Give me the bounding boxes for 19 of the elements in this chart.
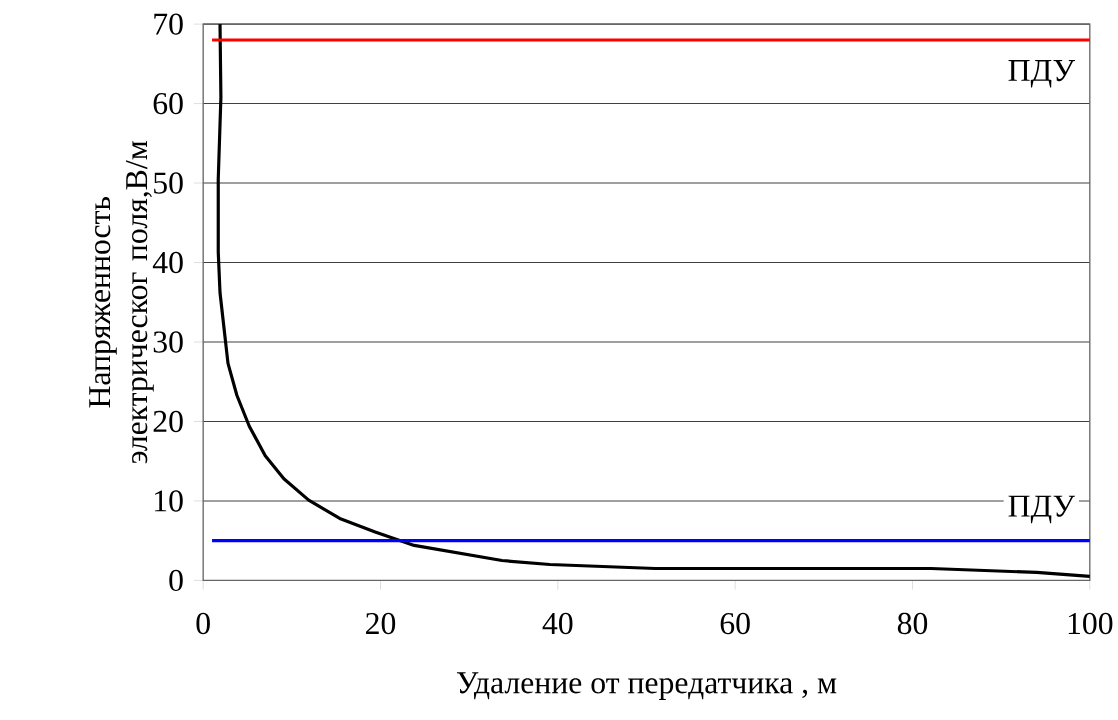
x-tick-label: 0 [196, 612, 210, 634]
ref-line-label: ПДУ [1008, 59, 1075, 88]
ref-line-label: ПДУ [1008, 495, 1075, 523]
y-tick-label: 50 [154, 172, 183, 194]
x-tick-label: 40 [542, 612, 573, 634]
line-series [216, 22, 1092, 578]
x-tick-label: 60 [720, 612, 750, 634]
x-tick-label: 20 [366, 612, 396, 634]
y-tick-label: 60 [153, 92, 183, 115]
y-tick-label: 70 [154, 13, 183, 35]
y-axis-title: Напряженность электрическог поля,В/м [89, 140, 154, 463]
x-tick-label: 80 [897, 612, 928, 634]
y-tick-label: 20 [153, 410, 183, 432]
x-axis-title: Удаление от передатчика , м [456, 672, 837, 700]
y-tick-label: 30 [153, 331, 183, 353]
y-tick-label: 0 [169, 569, 183, 591]
y-tick-label: 10 [155, 489, 183, 512]
x-tick-label: 100 [1068, 612, 1113, 634]
y-tick-label: 40 [152, 251, 183, 273]
